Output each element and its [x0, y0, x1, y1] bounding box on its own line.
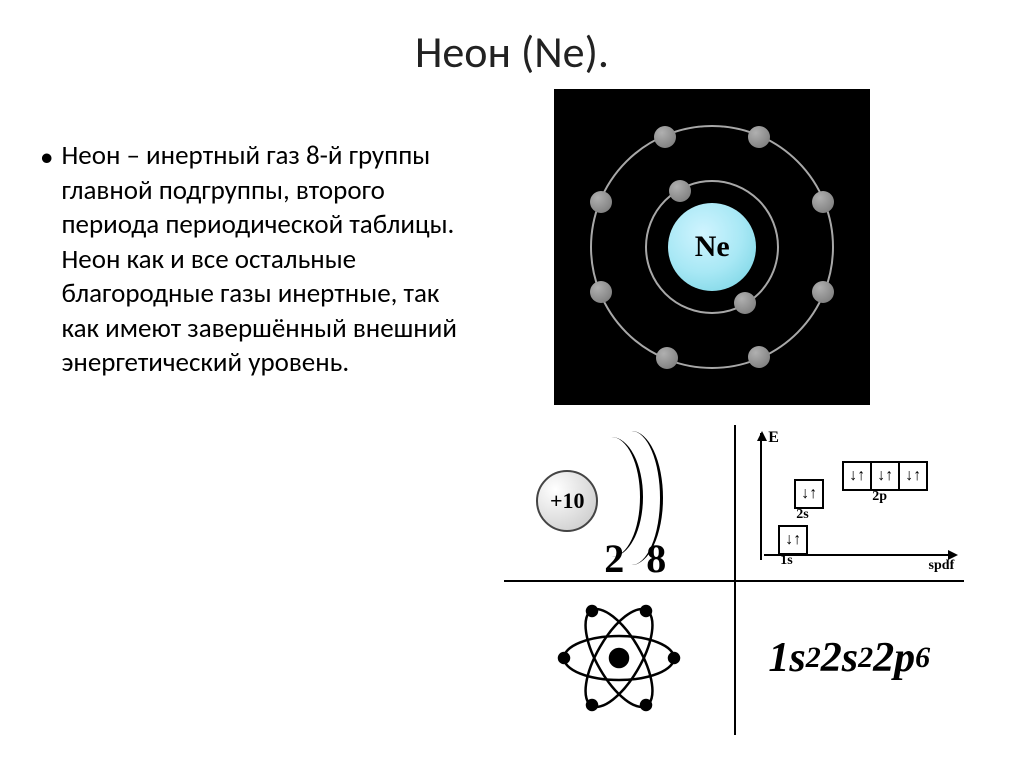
- orbital-box: ↓↑: [842, 461, 872, 491]
- bullet-item: • Неон – инертный газ 8-й группы главной…: [40, 139, 474, 381]
- orbital-2p: ↓↑ ↓↑ ↓↑ 2p: [842, 461, 926, 491]
- spdf-axis: [764, 554, 956, 556]
- electron: [748, 346, 770, 368]
- electron: [656, 347, 678, 369]
- orbital-cloud-diagram: [504, 580, 734, 735]
- electron: [734, 292, 756, 314]
- shell-notation-diagram: +10 2 8: [504, 425, 734, 580]
- electron: [654, 126, 676, 148]
- electron: [812, 191, 834, 213]
- orbital-1s: ↓↑ 1s: [778, 525, 806, 555]
- electron: [748, 126, 770, 148]
- orbital-label-2p: 2p: [872, 489, 887, 505]
- electron: [812, 281, 834, 303]
- bohr-model-diagram: Ne: [554, 89, 870, 405]
- orbital-box: ↓↑: [778, 525, 808, 555]
- shell-electron-counts: 2 8: [604, 535, 672, 582]
- orbital-2s: ↓↑ 2s: [794, 479, 822, 509]
- orbital-box: ↓↑: [898, 461, 928, 491]
- spdf-label: spdf: [929, 558, 955, 574]
- slide-title: Неон (Ne).: [40, 25, 984, 79]
- electron-configuration: 1s22s22p6: [734, 580, 964, 735]
- energy-axis-label: E: [768, 429, 779, 447]
- electron: [669, 180, 691, 202]
- bullet-dot-icon: •: [40, 141, 53, 381]
- electron: [590, 191, 612, 213]
- bullet-text: Неон – инертный газ 8-й группы главной п…: [61, 139, 474, 381]
- electron: [590, 281, 612, 303]
- quad-diagram: +10 2 8 E ↓↑ 1s: [504, 425, 964, 735]
- energy-axis: [760, 433, 762, 560]
- nucleus: Ne: [668, 203, 756, 291]
- orbital-box: ↓↑: [794, 479, 824, 509]
- energy-level-diagram: E ↓↑ 1s ↓↑ 2s ↓↑ ↓↑ ↓↑: [734, 425, 964, 580]
- orbital-box: ↓↑: [870, 461, 900, 491]
- orbital-cloud-icon: [544, 583, 694, 733]
- orbital-label-2s: 2s: [796, 507, 808, 523]
